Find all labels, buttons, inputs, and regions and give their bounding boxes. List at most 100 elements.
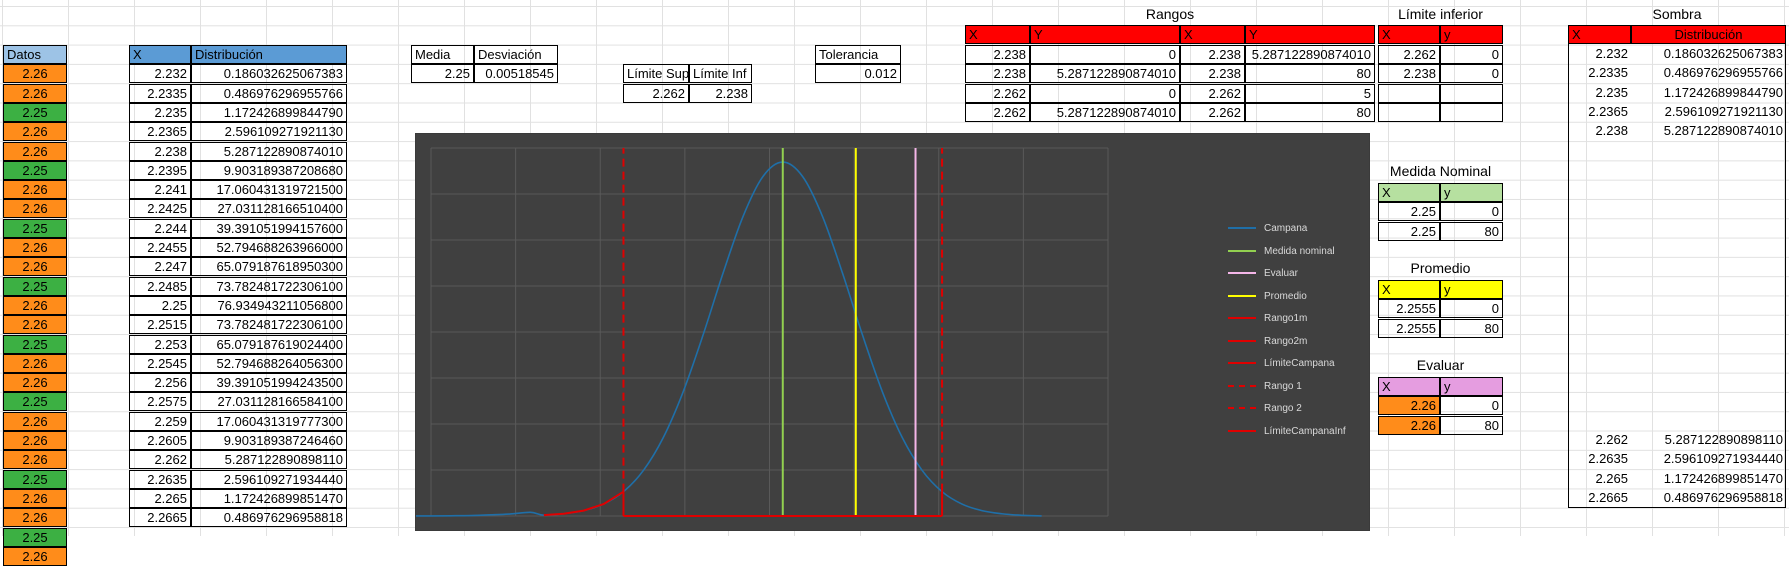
distribution-value-cell[interactable]: 27.031128166510400 — [191, 199, 347, 219]
sombra-x-cell[interactable]: 2.238 — [1595, 123, 1628, 139]
sombra-x-cell[interactable]: 2.235 — [1595, 84, 1628, 100]
rangos-cell[interactable]: 2.262 — [1180, 102, 1245, 122]
series-límitecampana[interactable] — [543, 490, 625, 517]
promedio-cell[interactable]: 80 — [1440, 318, 1503, 338]
distribution-x-cell[interactable]: 2.232 — [129, 64, 191, 84]
distribution-value-cell[interactable]: 9.903189387208680 — [191, 160, 347, 180]
limite-inferior-cell[interactable]: 0 — [1440, 64, 1503, 84]
promedio-cell[interactable]: 2.2555 — [1378, 299, 1440, 319]
medida-nominal-cell[interactable]: 2.25 — [1378, 202, 1440, 222]
distribution-value-cell[interactable]: 17.060431319721500 — [191, 180, 347, 200]
rangos-cell[interactable]: 2.238 — [1180, 45, 1245, 64]
desviacion-label[interactable]: Desviación — [474, 45, 558, 64]
distribution-x-cell[interactable]: 2.2545 — [129, 353, 191, 373]
legend-item[interactable]: Rango2m — [1228, 335, 1307, 349]
distribution-value-cell[interactable]: 73.782481722306100 — [191, 315, 347, 335]
datos-cell[interactable]: 2.26 — [3, 257, 67, 277]
datos-cell[interactable]: 2.25 — [3, 392, 67, 412]
legend-item[interactable]: Rango 2 — [1228, 402, 1302, 416]
datos-cell[interactable]: 2.26 — [3, 431, 67, 450]
evaluar-header[interactable]: y — [1440, 377, 1503, 396]
distribution-value-cell[interactable]: 52.794688263966000 — [191, 238, 347, 257]
datos-cell[interactable]: 2.26 — [3, 373, 67, 393]
distribution-value-cell[interactable]: 5.287122890874010 — [191, 141, 347, 161]
distribution-value-cell[interactable]: 39.391051994243500 — [191, 373, 347, 393]
rangos-cell[interactable]: 2.262 — [965, 102, 1030, 122]
datos-cell[interactable]: 2.25 — [3, 218, 67, 238]
rangos-header[interactable]: X — [1180, 25, 1245, 44]
datos-cell[interactable]: 2.26 — [3, 508, 67, 528]
limite-inferior-empty-cell[interactable] — [1440, 83, 1503, 103]
distribution-value-cell[interactable]: 27.031128166584100 — [191, 392, 347, 412]
datos-cell[interactable]: 2.26 — [3, 122, 67, 142]
rangos-cell[interactable]: 2.262 — [1180, 83, 1245, 103]
distribution-x-cell[interactable]: 2.262 — [129, 450, 191, 470]
medida-nominal-cell[interactable]: 80 — [1440, 221, 1503, 241]
distribution-x-cell[interactable]: 2.256 — [129, 373, 191, 393]
datos-cell[interactable]: 2.26 — [3, 83, 67, 103]
datos-cell[interactable]: 2.26 — [3, 411, 67, 431]
distribution-value-cell[interactable]: 65.079187618950300 — [191, 257, 347, 277]
sombra-value-cell[interactable]: 2.596109271921130 — [1664, 103, 1783, 119]
sombra-x-cell[interactable]: 2.262 — [1595, 432, 1628, 447]
rangos-cell[interactable]: 5 — [1245, 83, 1375, 103]
sombra-x-cell[interactable]: 2.232 — [1595, 46, 1628, 61]
rangos-cell[interactable]: 2.238 — [1180, 64, 1245, 84]
datos-cell[interactable]: 2.25 — [3, 276, 67, 296]
rangos-cell[interactable]: 0 — [1030, 83, 1180, 103]
media-value[interactable]: 2.25 — [411, 64, 474, 84]
distribution-value-cell[interactable]: 17.060431319777300 — [191, 411, 347, 431]
datos-cell[interactable]: 2.26 — [3, 546, 67, 566]
sombra-value-cell[interactable]: 0.186032625067383 — [1663, 46, 1783, 61]
distribution-value-cell[interactable]: 1.172426899844790 — [191, 102, 347, 122]
bell-curve-chart[interactable]: Campana Medida nominal Evaluar Promedio Rang… — [411, 133, 1370, 531]
distribution-x-cell[interactable]: 2.2485 — [129, 276, 191, 296]
sombra-x-cell[interactable]: 2.2635 — [1588, 451, 1628, 467]
limite-inferior-header[interactable]: X — [1378, 25, 1440, 44]
rangos-header[interactable]: Y — [1245, 25, 1375, 44]
distribution-value-cell[interactable]: 5.287122890898110 — [191, 450, 347, 470]
distribution-x-cell[interactable]: 2.2515 — [129, 315, 191, 335]
medida-nominal-header[interactable]: X — [1378, 183, 1440, 202]
promedio-cell[interactable]: 0 — [1440, 299, 1503, 319]
datos-header[interactable]: Datos — [3, 45, 67, 64]
limite-inferior-empty-cell[interactable] — [1378, 102, 1440, 122]
distribution-header-d[interactable]: Distribución — [191, 45, 347, 64]
legend-item[interactable]: LímiteCampana — [1228, 357, 1335, 371]
tolerancia-value[interactable]: 0.012 — [815, 64, 901, 84]
evaluar-cell[interactable]: 2.26 — [1378, 396, 1440, 416]
rangos-cell[interactable]: 80 — [1245, 64, 1375, 84]
datos-cell[interactable]: 2.25 — [3, 527, 67, 547]
sombra-value-cell[interactable]: 0.486976296958818 — [1663, 489, 1783, 505]
distribution-header-x[interactable]: X — [129, 45, 191, 64]
distribution-x-cell[interactable]: 2.241 — [129, 180, 191, 200]
evaluar-header[interactable]: X — [1378, 377, 1440, 396]
legend-item[interactable]: Evaluar — [1228, 267, 1298, 281]
sombra-x-cell[interactable]: 2.2365 — [1588, 103, 1628, 119]
datos-cell[interactable]: 2.26 — [3, 238, 67, 257]
distribution-x-cell[interactable]: 2.2605 — [129, 431, 191, 450]
distribution-x-cell[interactable]: 2.265 — [129, 488, 191, 508]
limite-inferior-cell[interactable]: 2.238 — [1378, 64, 1440, 84]
sombra-value-cell[interactable]: 0.486976296955766 — [1663, 65, 1783, 81]
rangos-cell[interactable]: 5.287122890874010 — [1030, 64, 1180, 84]
legend-item[interactable]: LímiteCampanaInf — [1228, 425, 1346, 439]
medida-nominal-header[interactable]: y — [1440, 183, 1503, 202]
sombra-x-cell[interactable]: 2.265 — [1595, 470, 1628, 486]
distribution-value-cell[interactable]: 65.079187619024400 — [191, 334, 347, 354]
desviacion-value[interactable]: 0.00518545 — [474, 64, 558, 84]
distribution-x-cell[interactable]: 2.244 — [129, 218, 191, 238]
distribution-x-cell[interactable]: 2.2365 — [129, 122, 191, 142]
limite-inf-label[interactable]: Límite Inf — [689, 64, 752, 84]
legend-item[interactable]: Promedio — [1228, 290, 1307, 304]
distribution-x-cell[interactable]: 2.238 — [129, 141, 191, 161]
distribution-x-cell[interactable]: 2.25 — [129, 295, 191, 315]
datos-cell[interactable]: 2.26 — [3, 295, 67, 315]
evaluar-cell[interactable]: 0 — [1440, 396, 1503, 416]
distribution-x-cell[interactable]: 2.2665 — [129, 508, 191, 528]
distribution-value-cell[interactable]: 76.934943211056800 — [191, 295, 347, 315]
sombra-value-cell[interactable]: 1.172426899844790 — [1663, 84, 1783, 100]
evaluar-cell[interactable]: 80 — [1440, 415, 1503, 435]
rangos-cell[interactable]: 80 — [1245, 102, 1375, 122]
rangos-cell[interactable]: 5.287122890874010 — [1245, 45, 1375, 64]
